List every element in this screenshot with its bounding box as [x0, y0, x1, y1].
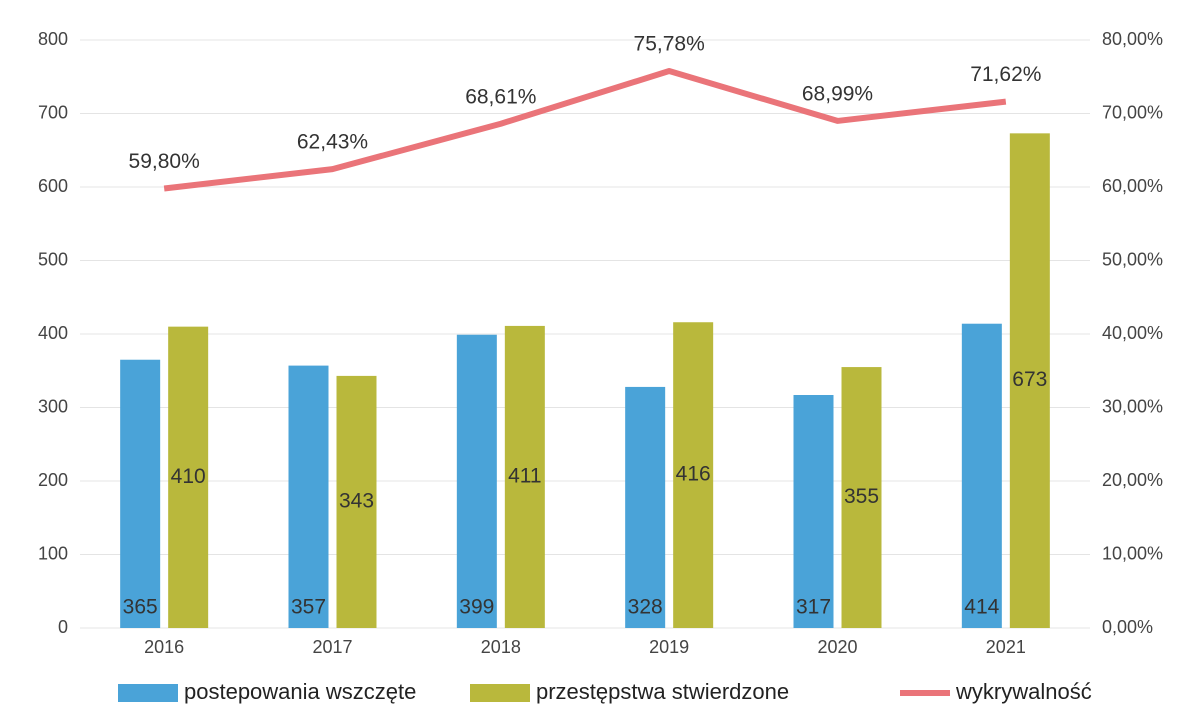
- data-label: 414: [964, 596, 999, 619]
- data-label: 410: [171, 465, 206, 488]
- x-tick-label: 2020: [817, 637, 857, 657]
- data-label: 411: [508, 465, 541, 488]
- legend-label: przestępstwa stwierdzone: [536, 679, 789, 704]
- y2-tick-label: 30,00%: [1102, 396, 1163, 416]
- data-label: 71,62%: [970, 63, 1041, 86]
- x-tick-label: 2021: [986, 637, 1026, 657]
- data-label: 673: [1012, 368, 1047, 391]
- bar: [793, 395, 834, 628]
- y2-tick-label: 50,00%: [1102, 249, 1163, 269]
- bar: [625, 386, 666, 628]
- legend-swatch: [470, 684, 530, 702]
- data-label: 75,78%: [634, 33, 705, 56]
- data-label: 416: [676, 463, 711, 486]
- x-tick-label: 2017: [312, 637, 352, 657]
- data-label: 328: [628, 596, 663, 619]
- y2-tick-label: 60,00%: [1102, 176, 1163, 196]
- y2-tick-label: 40,00%: [1102, 323, 1163, 343]
- data-label: 62,43%: [297, 131, 368, 154]
- y2-tick-label: 0,00%: [1102, 617, 1153, 637]
- data-label: 68,99%: [802, 82, 873, 105]
- x-tick-label: 2019: [649, 637, 689, 657]
- y-tick-label: 200: [38, 470, 68, 490]
- bar: [841, 367, 882, 628]
- y2-tick-label: 20,00%: [1102, 470, 1163, 490]
- y2-tick-label: 10,00%: [1102, 543, 1163, 563]
- y-tick-label: 800: [38, 29, 68, 49]
- y2-tick-label: 70,00%: [1102, 102, 1163, 122]
- bar: [961, 323, 1002, 628]
- legend-swatch: [118, 684, 178, 702]
- y-tick-label: 0: [58, 617, 68, 637]
- y2-tick-label: 80,00%: [1102, 29, 1163, 49]
- x-tick-label: 2016: [144, 637, 184, 657]
- bar: [456, 334, 497, 628]
- bar: [120, 359, 161, 628]
- x-tick-label: 2018: [481, 637, 521, 657]
- legend-label: wykrywalność: [955, 679, 1092, 704]
- data-label: 59,80%: [129, 150, 200, 173]
- bar: [168, 326, 209, 628]
- y-tick-label: 500: [38, 249, 68, 269]
- y-tick-label: 600: [38, 176, 68, 196]
- y-tick-label: 700: [38, 102, 68, 122]
- bar: [288, 365, 329, 628]
- bar: [336, 375, 377, 628]
- data-label: 399: [459, 596, 494, 619]
- data-label: 365: [123, 596, 158, 619]
- bar: [504, 325, 545, 628]
- data-label: 317: [796, 596, 831, 619]
- bar: [1009, 133, 1050, 628]
- y-tick-label: 300: [38, 396, 68, 416]
- y-tick-label: 400: [38, 323, 68, 343]
- y-tick-label: 100: [38, 543, 68, 563]
- data-label: 68,61%: [465, 85, 536, 108]
- legend-label: postepowania wszczęte: [184, 679, 416, 704]
- data-label: 357: [291, 596, 326, 619]
- data-label: 355: [844, 485, 879, 508]
- bar: [673, 322, 714, 628]
- data-label: 343: [339, 489, 374, 512]
- line-series: [163, 68, 1007, 192]
